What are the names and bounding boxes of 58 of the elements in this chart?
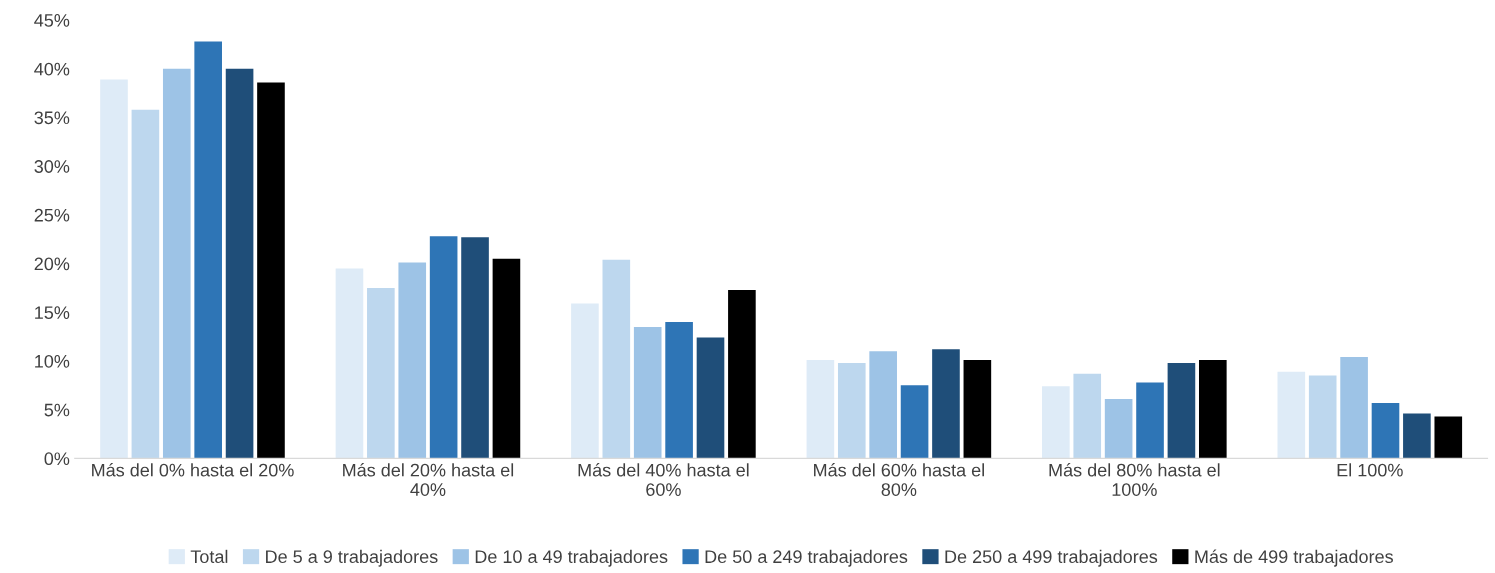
bar bbox=[963, 360, 992, 459]
legend-label: De 5 a 9 trabajadores bbox=[266, 549, 438, 567]
legend-label: Total bbox=[190, 549, 228, 564]
bar bbox=[461, 237, 489, 459]
bar bbox=[429, 236, 458, 459]
bar bbox=[100, 79, 128, 459]
bar bbox=[1277, 371, 1306, 459]
bar bbox=[869, 351, 897, 459]
y-tick-label: 25% bbox=[34, 208, 70, 222]
bar bbox=[1308, 375, 1337, 459]
y-tick-label: 40% bbox=[34, 62, 70, 76]
bar bbox=[1136, 382, 1164, 459]
y-tick-label: 0% bbox=[44, 452, 70, 466]
bar bbox=[806, 360, 835, 459]
legend-label: Más de 499 trabajadores bbox=[1195, 549, 1393, 567]
bar bbox=[1073, 373, 1102, 459]
bar bbox=[728, 289, 756, 459]
y-tick-label: 45% bbox=[34, 14, 70, 27]
y-tick-label: 5% bbox=[44, 403, 70, 417]
bar bbox=[665, 322, 693, 459]
bar bbox=[932, 349, 960, 459]
x-tick-label: Más del 0% hasta el 20% bbox=[92, 463, 294, 477]
bar bbox=[335, 268, 364, 459]
y-tick-label: 15% bbox=[35, 306, 70, 320]
bar bbox=[131, 109, 160, 459]
y-tick-label: 35% bbox=[34, 111, 70, 125]
bar bbox=[492, 258, 521, 459]
bar bbox=[1434, 416, 1463, 459]
bar bbox=[398, 262, 427, 459]
x-tick-label: Más del 40% hasta el 60% bbox=[578, 463, 749, 496]
bar bbox=[602, 259, 631, 459]
x-tick-label: Más del 20% hasta el 40% bbox=[343, 463, 514, 496]
bar bbox=[162, 68, 191, 459]
bar bbox=[1371, 402, 1400, 459]
bar bbox=[900, 385, 929, 459]
bar bbox=[1167, 362, 1196, 459]
bar bbox=[696, 337, 725, 459]
bar bbox=[1199, 360, 1227, 459]
legend-label: De 250 a 499 trabajadores bbox=[945, 549, 1158, 567]
bar bbox=[633, 326, 662, 459]
x-tick-label: Más del 60% hasta el 80% bbox=[814, 463, 984, 496]
bar bbox=[1104, 398, 1133, 459]
x-tick-label: El 100% bbox=[1337, 463, 1403, 477]
x-tick-label: Más del 80% hasta el 100% bbox=[1049, 463, 1220, 496]
y-tick-label: 30% bbox=[34, 160, 70, 173]
bar bbox=[257, 82, 285, 459]
bar bbox=[1403, 413, 1431, 459]
y-tick-label: 20% bbox=[34, 257, 70, 271]
bar bbox=[194, 41, 222, 459]
bar bbox=[225, 68, 254, 459]
bar bbox=[1340, 357, 1368, 459]
bar bbox=[837, 362, 866, 459]
bar bbox=[1042, 386, 1070, 459]
bar bbox=[571, 303, 599, 459]
legend-label: De 10 a 49 trabajadores bbox=[475, 549, 668, 567]
legend-label: De 50 a 249 trabajadores bbox=[705, 549, 908, 567]
y-tick-label: 10% bbox=[35, 354, 70, 368]
bar bbox=[367, 287, 395, 459]
